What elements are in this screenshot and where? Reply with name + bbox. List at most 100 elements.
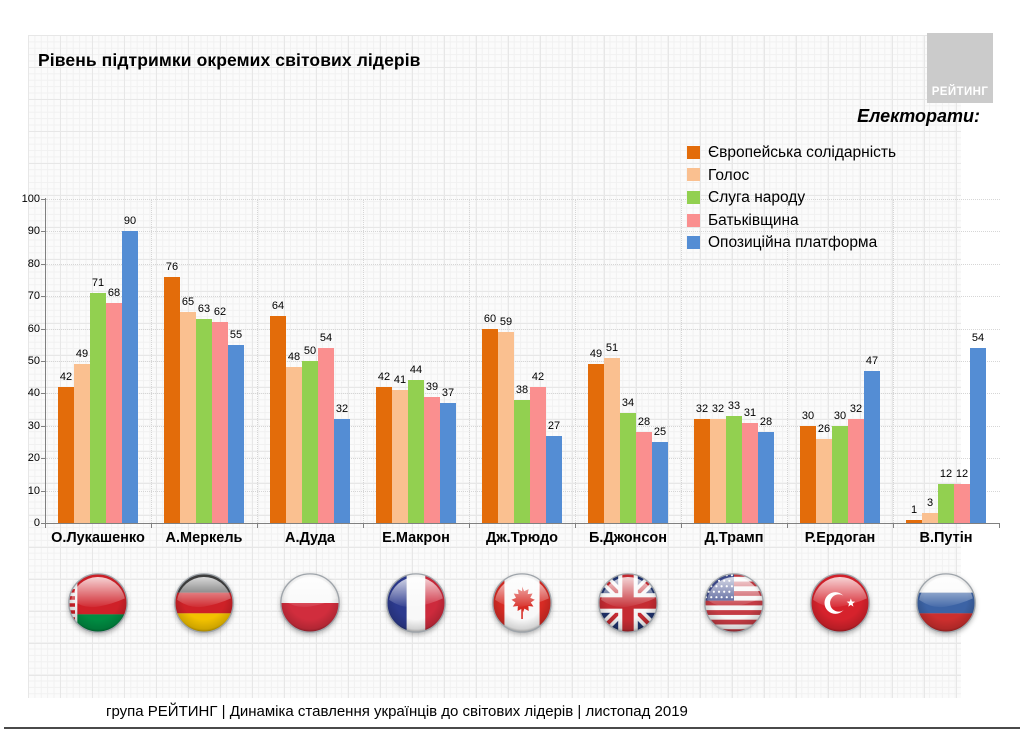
y-tick-label: 0 — [33, 517, 40, 529]
bar-6-1 — [710, 419, 726, 523]
chart-title: Рівень підтримки окремих світових лідері… — [38, 50, 421, 70]
x-tick-mark — [787, 523, 788, 528]
bar-value-label: 76 — [165, 261, 179, 273]
bar-value-label: 63 — [197, 303, 211, 315]
bar-0-0 — [58, 387, 74, 523]
y-tick-mark — [41, 263, 45, 265]
v-gridline — [575, 199, 576, 523]
bar-value-label: 90 — [123, 215, 137, 227]
y-tick-label: 100 — [21, 193, 40, 205]
bar-5-3 — [636, 432, 652, 523]
category-label-4: Дж.Трюдо — [485, 530, 559, 546]
h-gridline — [46, 199, 1000, 200]
legend-swatch-icon — [687, 190, 700, 204]
bar-3-3 — [424, 397, 440, 523]
bar-value-label: 54 — [319, 332, 333, 344]
x-tick-mark — [575, 523, 576, 528]
rating-group-logo: РЕЙТИНГ — [927, 33, 993, 103]
bar-2-4 — [334, 419, 350, 523]
v-gridline — [151, 199, 152, 523]
bar-1-4 — [228, 345, 244, 523]
y-tick-label: 10 — [27, 484, 40, 497]
x-tick-mark — [999, 523, 1000, 528]
legend-swatch-icon — [687, 145, 700, 159]
bar-value-label: 64 — [271, 300, 285, 312]
bar-5-4 — [652, 442, 668, 523]
legend-swatch-icon — [687, 168, 700, 182]
legend-label: Європейська солідарність — [708, 144, 897, 162]
bar-value-label: 12 — [955, 468, 969, 480]
flag-uk-icon — [597, 572, 659, 634]
flag-france-icon — [385, 572, 447, 634]
flag-germany-icon — [173, 572, 235, 634]
bar-5-1 — [604, 358, 620, 523]
bar-6-3 — [742, 423, 758, 523]
y-axis-line — [45, 198, 46, 523]
bar-value-label: 32 — [335, 403, 349, 415]
bar-value-label: 55 — [229, 329, 243, 341]
h-gridline — [46, 328, 1000, 330]
y-tick-mark — [41, 425, 45, 427]
bar-8-2 — [938, 484, 954, 523]
legend-label: Слуга народу — [708, 189, 806, 207]
y-tick-label: 80 — [27, 257, 40, 270]
bar-4-3 — [530, 387, 546, 523]
source-caption: група РЕЙТИНГ | Динаміка ставлення украї… — [106, 703, 688, 720]
bar-value-label: 41 — [393, 374, 407, 386]
bar-value-label: 65 — [181, 296, 195, 308]
bar-4-4 — [546, 436, 562, 523]
bar-3-2 — [408, 380, 424, 523]
bar-7-3 — [848, 419, 864, 523]
bar-value-label: 12 — [939, 468, 953, 480]
bar-value-label: 49 — [589, 348, 603, 360]
category-label-1: А.Меркель — [165, 530, 243, 546]
bar-value-label: 51 — [605, 342, 619, 354]
bar-value-label: 37 — [441, 387, 455, 399]
bar-7-0 — [800, 426, 816, 523]
bar-value-label: 50 — [303, 345, 317, 357]
bar-0-2 — [90, 293, 106, 523]
y-tick-label: 20 — [27, 452, 40, 465]
bar-5-0 — [588, 364, 604, 523]
bar-0-4 — [122, 231, 138, 523]
bar-value-label: 28 — [637, 416, 651, 428]
bar-value-label: 42 — [377, 371, 391, 383]
bar-value-label: 30 — [801, 410, 815, 422]
bar-value-label: 39 — [425, 381, 439, 393]
category-label-6: Д.Трамп — [704, 530, 764, 546]
v-gridline — [893, 199, 894, 523]
h-gridline — [46, 263, 1000, 265]
bar-8-4 — [970, 348, 986, 523]
bar-2-0 — [270, 316, 286, 523]
bar-value-label: 31 — [743, 407, 757, 419]
bar-value-label: 26 — [817, 423, 831, 435]
bar-8-0 — [906, 520, 922, 523]
legend: Європейська солідарність Голос Слуга народ… — [687, 141, 896, 254]
y-tick-mark — [41, 328, 45, 330]
h-gridline — [46, 296, 1000, 298]
category-label-5: Б.Джонсон — [589, 530, 667, 546]
bar-1-1 — [180, 312, 196, 523]
bar-value-label: 59 — [499, 316, 513, 328]
flag-belarus-icon — [67, 572, 129, 634]
bar-5-2 — [620, 413, 636, 523]
flag-canada-icon — [491, 572, 553, 634]
bar-value-label: 54 — [971, 332, 985, 344]
bar-value-label: 42 — [59, 371, 73, 383]
category-label-0: О.Лукашенко — [51, 530, 145, 546]
category-label-3: Е.Макрон — [382, 530, 450, 546]
v-gridline — [363, 199, 364, 523]
bar-6-4 — [758, 432, 774, 523]
bar-3-4 — [440, 403, 456, 523]
y-tick-label: 60 — [27, 322, 40, 335]
bar-value-label: 47 — [865, 355, 879, 367]
x-tick-mark — [681, 523, 682, 528]
bar-value-label: 32 — [711, 403, 725, 415]
bar-2-2 — [302, 361, 318, 523]
bar-1-3 — [212, 322, 228, 523]
y-tick-label: 70 — [27, 290, 40, 303]
bar-value-label: 32 — [849, 403, 863, 415]
bar-6-0 — [694, 419, 710, 523]
legend-item-3: Батьківщина — [687, 209, 896, 232]
flag-turkey-icon — [809, 572, 871, 634]
